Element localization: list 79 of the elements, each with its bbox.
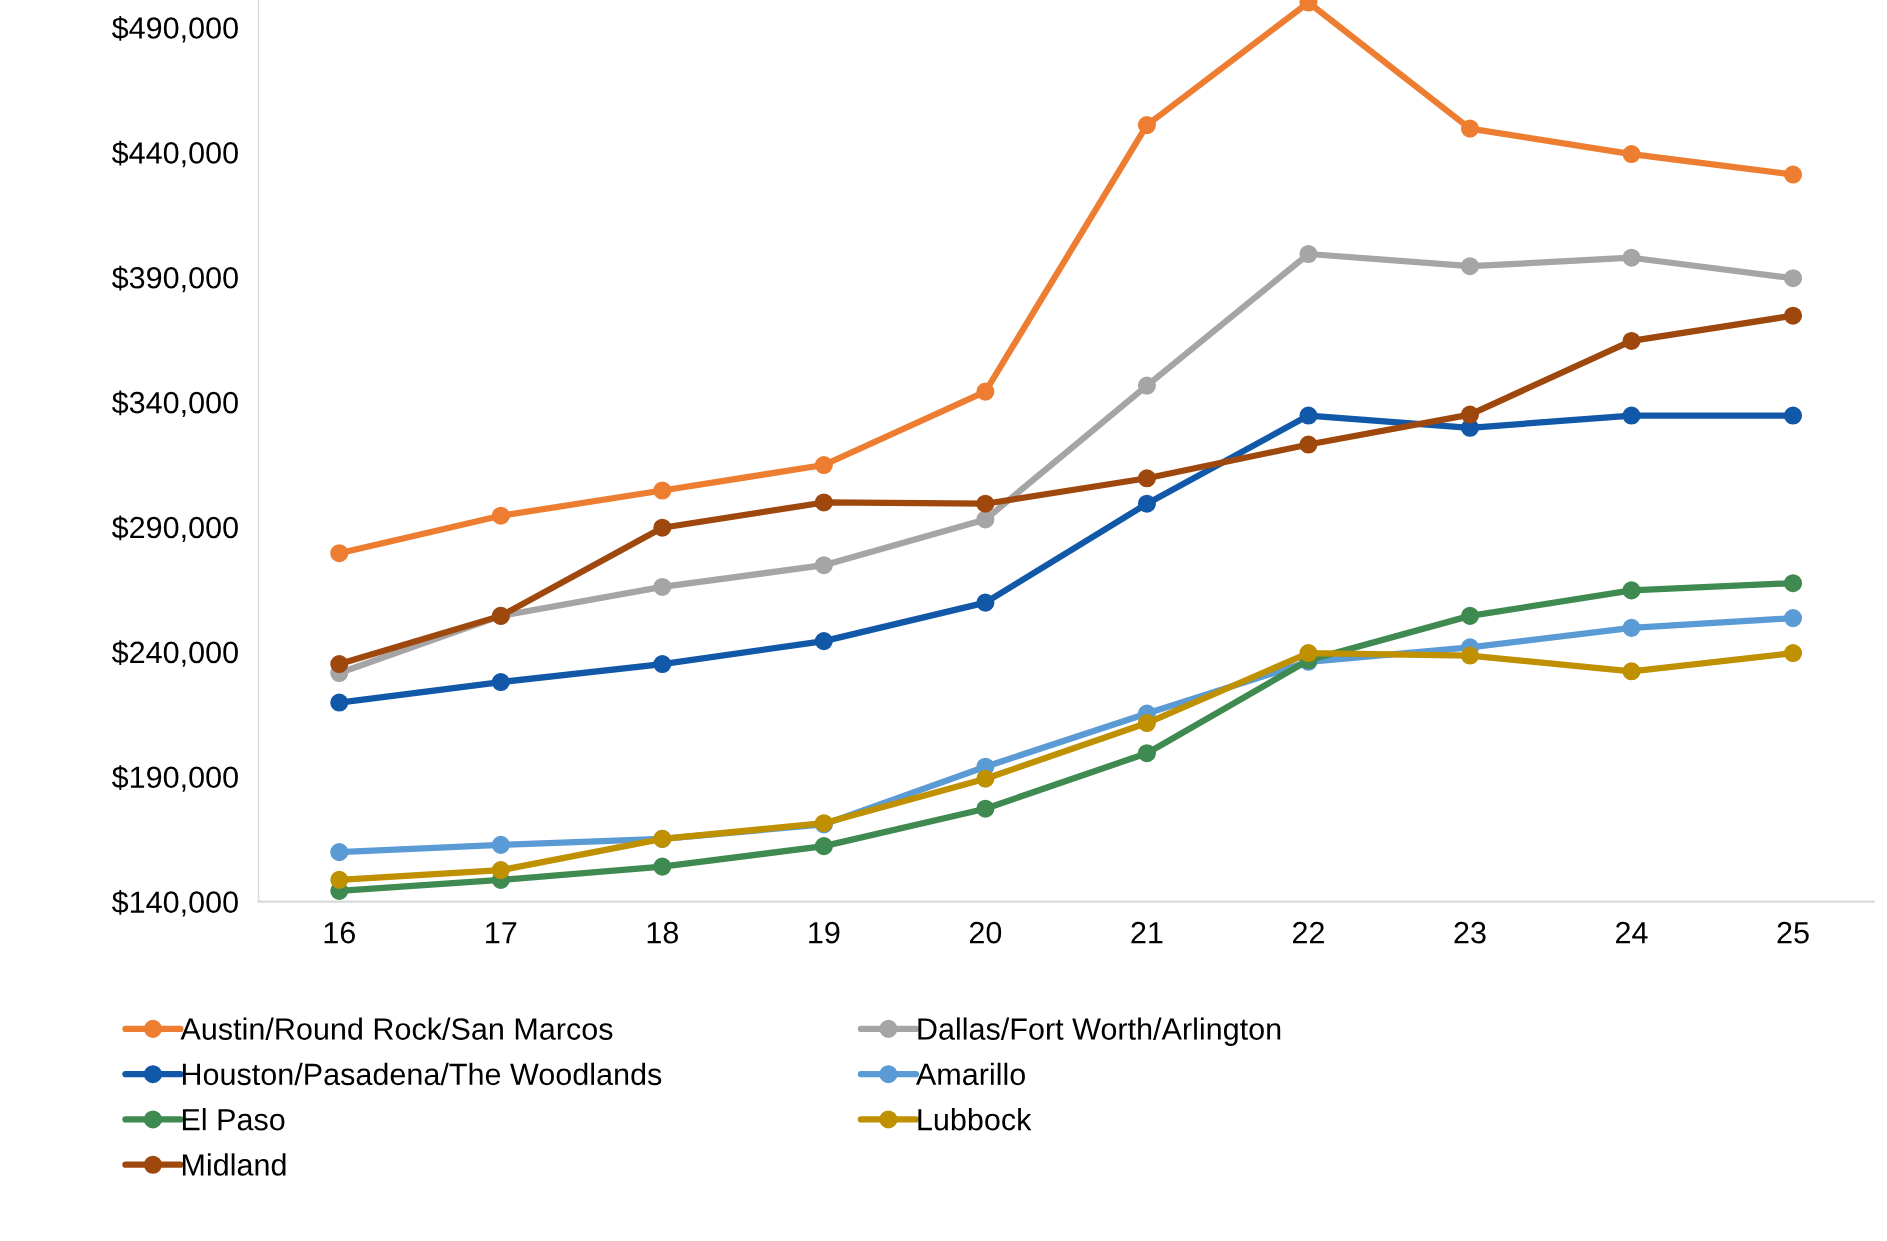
point — [814, 456, 833, 475]
y-tick-label: $490,000 — [111, 15, 238, 43]
point — [1783, 269, 1803, 288]
point — [1622, 406, 1641, 425]
legend-label: Lubbock — [918, 1108, 1032, 1131]
point — [814, 493, 833, 512]
point — [491, 861, 510, 880]
x-tick-label: 16 — [324, 921, 355, 944]
point — [1622, 662, 1641, 681]
point — [1783, 644, 1803, 663]
point — [1622, 581, 1641, 600]
point — [814, 632, 833, 651]
point — [976, 593, 995, 612]
legend-label: Dallas/Fort Worth/Arlington — [918, 1017, 1281, 1046]
point — [491, 506, 510, 525]
point — [1460, 405, 1480, 424]
x-tick-label: 23 — [1454, 921, 1486, 944]
x-tick-label: 18 — [647, 921, 678, 944]
point — [1299, 435, 1318, 454]
point — [1622, 331, 1641, 350]
x-tick-label: 20 — [969, 921, 1002, 944]
point — [1137, 469, 1156, 488]
x-tick-label: 24 — [1616, 921, 1648, 944]
point — [1137, 376, 1156, 395]
point — [976, 510, 995, 529]
legend-label: Houston/Pasadena/The Woodlands — [182, 1062, 662, 1086]
point — [653, 857, 672, 876]
point — [330, 693, 349, 712]
point — [976, 494, 995, 513]
x-tick-label: 22 — [1292, 921, 1324, 944]
point — [1783, 574, 1803, 593]
point — [653, 518, 672, 537]
point — [1137, 744, 1156, 763]
point — [330, 843, 349, 862]
x-tick-label: 17 — [486, 922, 517, 944]
x-tick-label: 21 — [1131, 921, 1163, 944]
point — [814, 556, 833, 575]
point — [1622, 618, 1641, 637]
point — [976, 799, 995, 818]
point — [1299, 644, 1318, 663]
point — [491, 835, 510, 854]
y-tick-label: $440,000 — [111, 140, 238, 168]
y-tick-label: $340,000 — [111, 390, 238, 418]
point — [330, 544, 349, 563]
point — [1137, 494, 1156, 513]
legend-label: Amarillo — [915, 1062, 1025, 1086]
point — [1299, 406, 1318, 425]
point — [1137, 713, 1156, 733]
point — [1783, 406, 1803, 425]
point — [976, 382, 995, 401]
y-tick-label: $190,000 — [111, 765, 238, 792]
legend-label: Austin/Round Rock/San Marcos — [180, 1017, 613, 1040]
point — [814, 837, 833, 856]
point — [330, 870, 349, 889]
point — [491, 673, 510, 692]
point — [1622, 145, 1641, 164]
point — [1299, 244, 1318, 264]
x-tick-label: 25 — [1777, 921, 1809, 944]
y-tick-label: $390,000 — [111, 265, 238, 293]
point — [1460, 606, 1480, 625]
legend-label: El Paso — [182, 1108, 285, 1131]
point — [330, 655, 349, 674]
point — [1783, 609, 1803, 628]
y-tick-label: $240,000 — [111, 640, 238, 667]
legend-label: Midland — [182, 1153, 286, 1176]
point — [976, 769, 995, 788]
point — [1783, 306, 1803, 325]
y-tick-label: $290,000 — [111, 515, 238, 542]
point — [653, 577, 672, 596]
point — [1460, 646, 1480, 665]
point — [1622, 248, 1641, 267]
y-tick-label: $140,000 — [111, 890, 238, 917]
point — [653, 655, 672, 674]
point — [1460, 119, 1480, 138]
point — [1783, 165, 1803, 184]
point — [1137, 116, 1156, 135]
point — [1460, 257, 1480, 276]
point — [653, 481, 672, 500]
x-tick-label: 19 — [809, 921, 840, 944]
